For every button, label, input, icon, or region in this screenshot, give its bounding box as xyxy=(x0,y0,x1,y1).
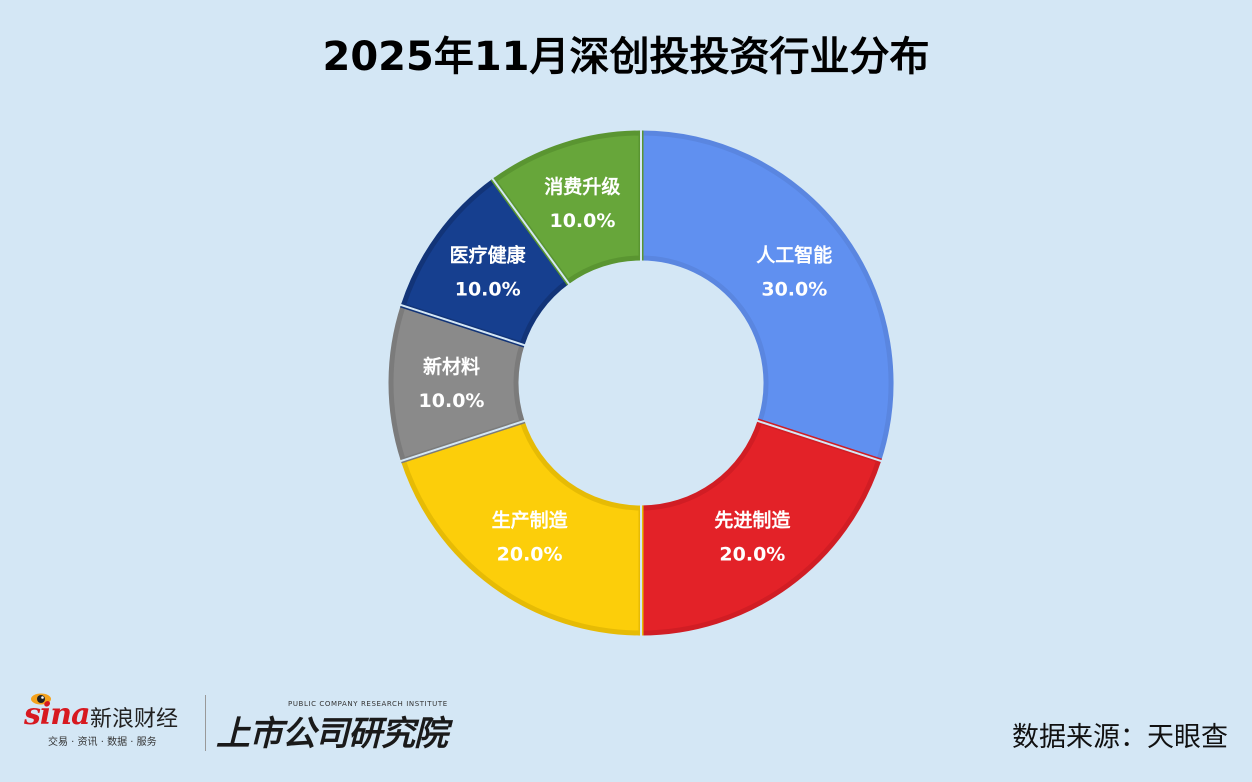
sina-logo-sub: 交易 · 资讯 · 数据 · 服务 xyxy=(48,737,157,748)
slice-separator-4 xyxy=(400,419,526,463)
logo-divider xyxy=(205,695,206,751)
slice-category-label-5: 医疗健康 xyxy=(450,244,527,267)
institute-logo-en: PUBLIC COMPANY RESEARCH INSTITUTE xyxy=(288,700,448,708)
sina-logo-cn: 新浪财经 xyxy=(90,707,179,732)
sina-eye-icon xyxy=(31,693,51,705)
slice-separator-5 xyxy=(400,303,526,347)
sina-logo-word: sina xyxy=(24,697,91,732)
slice-value-label-5: 10.0% xyxy=(455,279,521,301)
data-source: 数据来源：天眼查 xyxy=(1012,722,1228,753)
institute-logo-cn: 上市公司研究院 xyxy=(216,714,448,754)
slice-category-label-3: 生产制造 xyxy=(492,508,569,531)
slice-category-label-1: 人工智能 xyxy=(756,244,832,267)
slice-value-label-2: 20.0% xyxy=(719,543,785,565)
slice-separator-2 xyxy=(756,419,882,463)
sina-finance-logo: sina 新浪财经 交易 · 资讯 · 数据 · 服务 xyxy=(24,693,199,752)
donut-slice-3 xyxy=(400,418,644,636)
slice-value-label-4: 10.0% xyxy=(419,390,485,412)
slice-category-label-4: 新材料 xyxy=(423,355,480,378)
chart-title: 2025年11月深创投投资行业分布 xyxy=(322,34,930,80)
slice-separator-6 xyxy=(491,177,571,285)
slice-value-label-3: 20.0% xyxy=(497,543,563,565)
donut-slice-2 xyxy=(638,418,882,636)
slice-value-label-6: 10.0% xyxy=(549,210,615,232)
slice-value-label-1: 30.0% xyxy=(761,279,827,301)
donut-slice-1 xyxy=(638,130,894,464)
institute-logo: PUBLIC COMPANY RESEARCH INSTITUTE 上市公司研究… xyxy=(214,700,454,755)
slice-category-label-6: 消费升级 xyxy=(544,175,620,198)
slice-category-label-2: 先进制造 xyxy=(714,508,791,531)
